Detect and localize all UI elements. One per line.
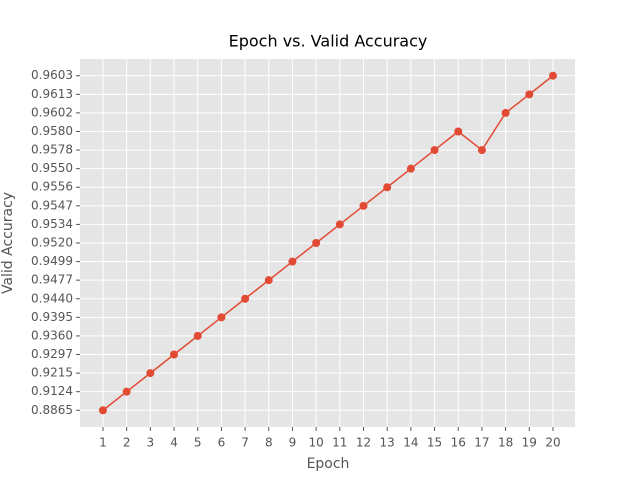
x-tick-label: 6 — [218, 436, 226, 450]
x-tick-label: 11 — [332, 436, 347, 450]
x-tick-label: 12 — [356, 436, 371, 450]
x-tick-label: 3 — [147, 436, 155, 450]
point — [170, 350, 179, 359]
x-tick-label: 15 — [427, 436, 442, 450]
x-tick-label: 7 — [241, 436, 249, 450]
x-tick-label: 19 — [522, 436, 537, 450]
x-axis-label: Epoch — [307, 456, 350, 472]
x-tick-label: 1 — [99, 436, 107, 450]
y-tick-label: 0.9297 — [31, 347, 73, 361]
y-tick-label: 0.9499 — [31, 254, 73, 268]
y-tick-label: 0.9603 — [31, 68, 73, 82]
point — [146, 369, 155, 378]
point — [406, 164, 415, 173]
point — [359, 201, 368, 210]
x-tick-label: 17 — [474, 436, 489, 450]
y-tick-label: 0.9124 — [31, 384, 73, 398]
point — [335, 220, 344, 229]
y-tick-label: 0.9580 — [31, 124, 73, 138]
y-tick-label: 0.9477 — [31, 273, 73, 287]
point — [122, 387, 131, 396]
point — [288, 257, 297, 266]
x-tick-label: 20 — [545, 436, 560, 450]
x-tick-label: 5 — [194, 436, 202, 450]
y-tick-label: 0.9215 — [31, 366, 73, 380]
x-tick-label: 18 — [498, 436, 513, 450]
point — [430, 146, 439, 155]
x-tick-label: 8 — [265, 436, 273, 450]
y-axis-label: Valid Accuracy — [0, 192, 16, 294]
x-tick-label: 4 — [170, 436, 178, 450]
y-tick-label: 0.9534 — [31, 217, 73, 231]
y-tick-label: 0.9578 — [31, 143, 73, 157]
point — [383, 183, 392, 192]
x-tick-label: 16 — [451, 436, 466, 450]
point — [193, 331, 202, 340]
line — [102, 75, 554, 411]
y-tick-label: 0.8865 — [31, 403, 73, 417]
point — [98, 406, 107, 415]
y-tick-label: 0.9613 — [31, 87, 73, 101]
point — [241, 294, 250, 303]
point — [548, 71, 557, 80]
point — [501, 108, 510, 117]
y-tick-label: 0.9360 — [31, 328, 73, 342]
y-tick-label: 0.9602 — [31, 105, 73, 119]
chart-title: Epoch vs. Valid Accuracy — [229, 32, 428, 51]
x-tick-label: 14 — [403, 436, 418, 450]
y-tick-label: 0.9520 — [31, 236, 73, 250]
x-tick-label: 2 — [123, 436, 131, 450]
y-tick-label: 0.9556 — [31, 180, 73, 194]
y-tick-label: 0.9440 — [31, 291, 73, 305]
x-tick-label: 9 — [289, 436, 297, 450]
point — [264, 276, 273, 285]
point — [217, 313, 226, 322]
point — [454, 127, 463, 136]
y-tick-label: 0.9395 — [31, 310, 73, 324]
x-tick-label: 10 — [308, 436, 323, 450]
y-tick-label: 0.9547 — [31, 198, 73, 212]
y-tick-label: 0.9550 — [31, 161, 73, 175]
point — [312, 239, 321, 247]
point — [525, 90, 534, 99]
x-tick-label: 13 — [380, 436, 395, 450]
point — [477, 146, 486, 155]
